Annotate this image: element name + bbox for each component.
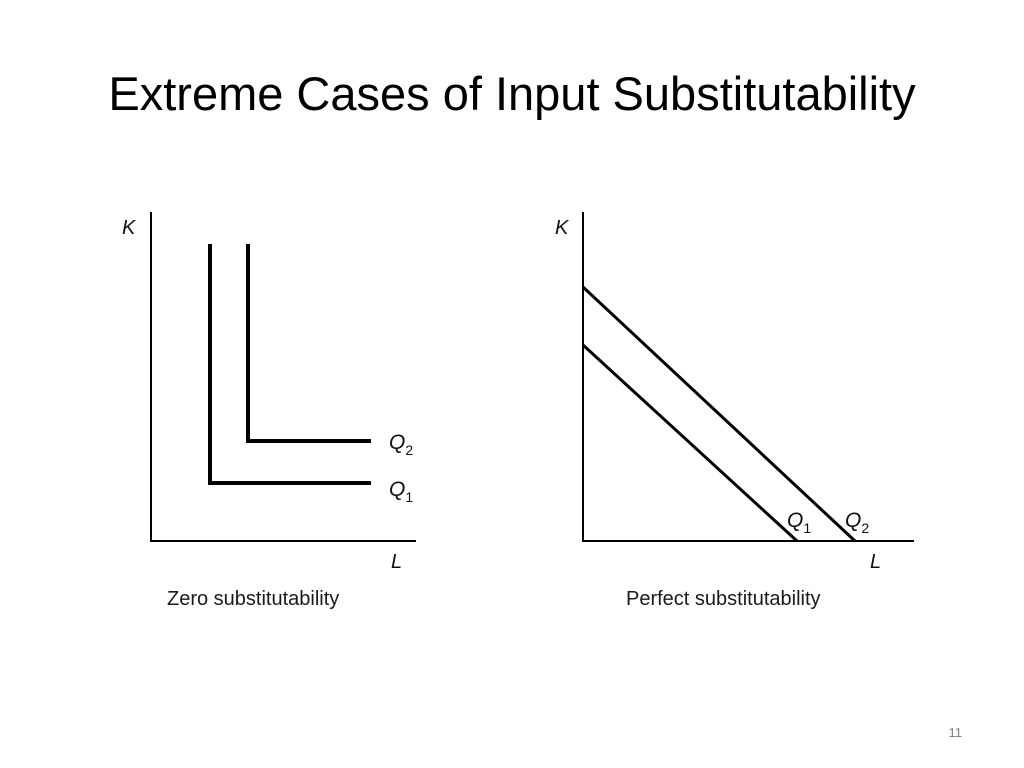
- left-isoquant-q2: [246, 244, 371, 443]
- page-number: 11: [948, 725, 963, 740]
- perfect-substitutability-diagram: K L Q1 Q2 Perfect substitutability: [555, 212, 914, 610]
- zero-substitutability-diagram: K L Q2 Q1 Zero substitutability: [122, 212, 416, 610]
- right-isoquant-q1: [581, 343, 799, 543]
- left-q1-letter: Q: [389, 478, 405, 501]
- left-x-axis-label: L: [391, 551, 402, 573]
- slide-title: Extreme Cases of Input Substitutability: [108, 67, 916, 120]
- right-y-axis-label: K: [555, 217, 570, 239]
- right-q2-letter: Q: [845, 509, 861, 532]
- right-q1-subscript: 1: [803, 520, 811, 536]
- left-q1-subscript: 1: [405, 489, 413, 505]
- left-y-axis-label: K: [122, 217, 137, 239]
- right-diagram-caption: Perfect substitutability: [626, 588, 821, 610]
- right-q2-subscript: 2: [861, 520, 869, 536]
- left-isoquant-q1: [208, 244, 371, 485]
- left-q2-letter: Q: [389, 431, 405, 454]
- left-q2-subscript: 2: [405, 442, 413, 458]
- left-isoquant-q2-label: Q2: [389, 431, 413, 458]
- right-isoquant-q2: [581, 285, 857, 543]
- right-isoquant-q2-label: Q2: [845, 509, 869, 536]
- right-x-axis-label: L: [870, 551, 881, 573]
- left-isoquant-q1-label: Q1: [389, 478, 413, 505]
- right-isoquant-q1-label: Q1: [787, 509, 811, 536]
- right-q1-letter: Q: [787, 509, 803, 532]
- left-diagram-caption: Zero substitutability: [167, 588, 339, 610]
